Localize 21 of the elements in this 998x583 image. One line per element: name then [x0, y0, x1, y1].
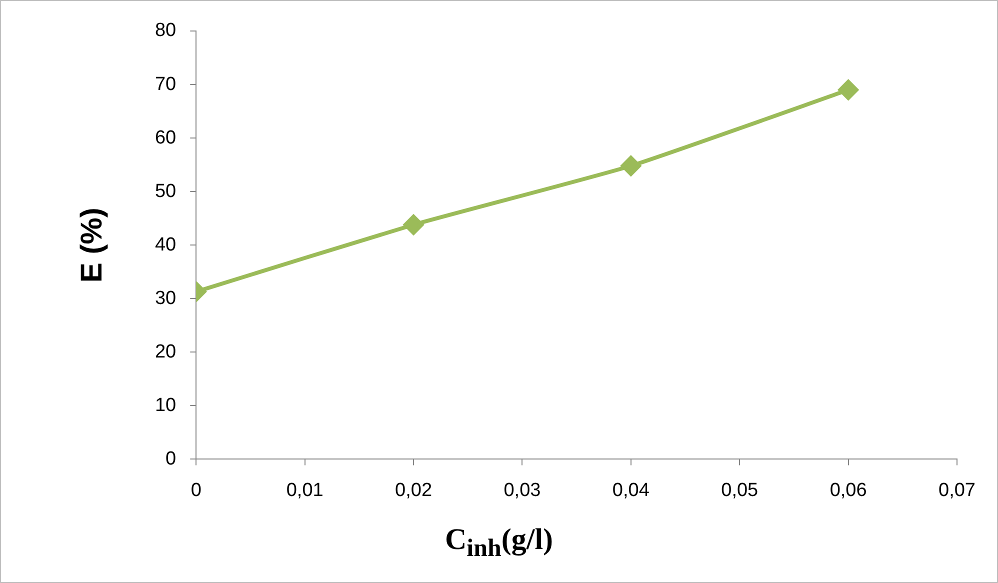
y-tick-label: 40: [154, 234, 176, 256]
x-tick-label: 0,01: [286, 480, 324, 501]
y-tick-label: 10: [154, 394, 176, 416]
y-tick-label: 20: [154, 341, 176, 362]
y-tick-label: 80: [154, 20, 176, 42]
x-tick-label: 0,06: [830, 480, 867, 501]
x-tick-label: 0,02: [395, 480, 432, 501]
x-tick-label: 0,05: [721, 480, 758, 501]
point: [838, 80, 858, 100]
point: [620, 156, 641, 176]
y-tick-label: 30: [154, 288, 176, 309]
x-tick-label: 0,07: [938, 480, 976, 501]
y-tick-label: 70: [154, 74, 176, 95]
y-tick-label: 60: [154, 127, 176, 148]
y-tick-label: 0: [166, 448, 176, 470]
x-tick-label: 0,03: [504, 480, 541, 501]
y-axis-title: E (%): [75, 208, 108, 283]
x-tick-label: 0,04: [612, 480, 650, 501]
x-tick-label: 0: [190, 480, 202, 501]
x-axis-title: C$_{inh}$(g/l): [444, 523, 554, 563]
y-tick-label: 50: [154, 180, 176, 202]
